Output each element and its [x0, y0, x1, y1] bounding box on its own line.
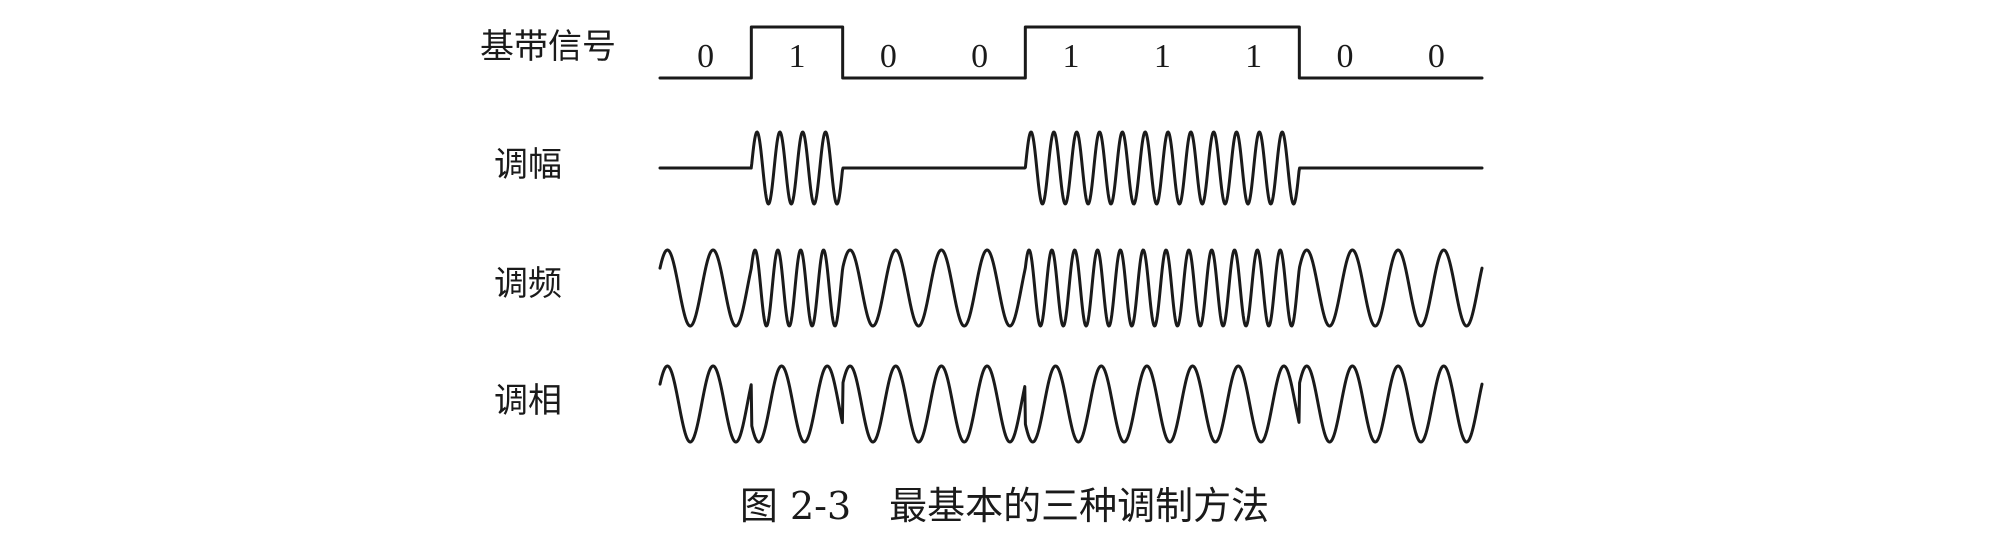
- label-am: 调幅: [494, 145, 562, 185]
- pm-signal: [658, 364, 1484, 444]
- label-baseband: 基带信号: [480, 27, 616, 67]
- bit-label: 0: [879, 38, 897, 75]
- bit-label: 1: [1153, 38, 1171, 75]
- bit-label: 0: [1427, 38, 1445, 75]
- label-pm: 调相: [494, 381, 562, 421]
- am-signal: [658, 130, 1484, 206]
- bit-label: 0: [971, 38, 989, 75]
- label-fm: 调频: [494, 264, 562, 304]
- baseband-signal: [658, 25, 1484, 80]
- bit-label: 1: [1245, 38, 1263, 75]
- bit-label: 0: [1336, 38, 1354, 75]
- figure-caption: 图 2-3 最基本的三种调制方法: [739, 484, 1270, 528]
- bit-label: 0: [697, 38, 715, 75]
- fm-signal: [658, 248, 1484, 328]
- bit-label: 1: [788, 38, 806, 75]
- bit-label: 1: [1062, 38, 1080, 75]
